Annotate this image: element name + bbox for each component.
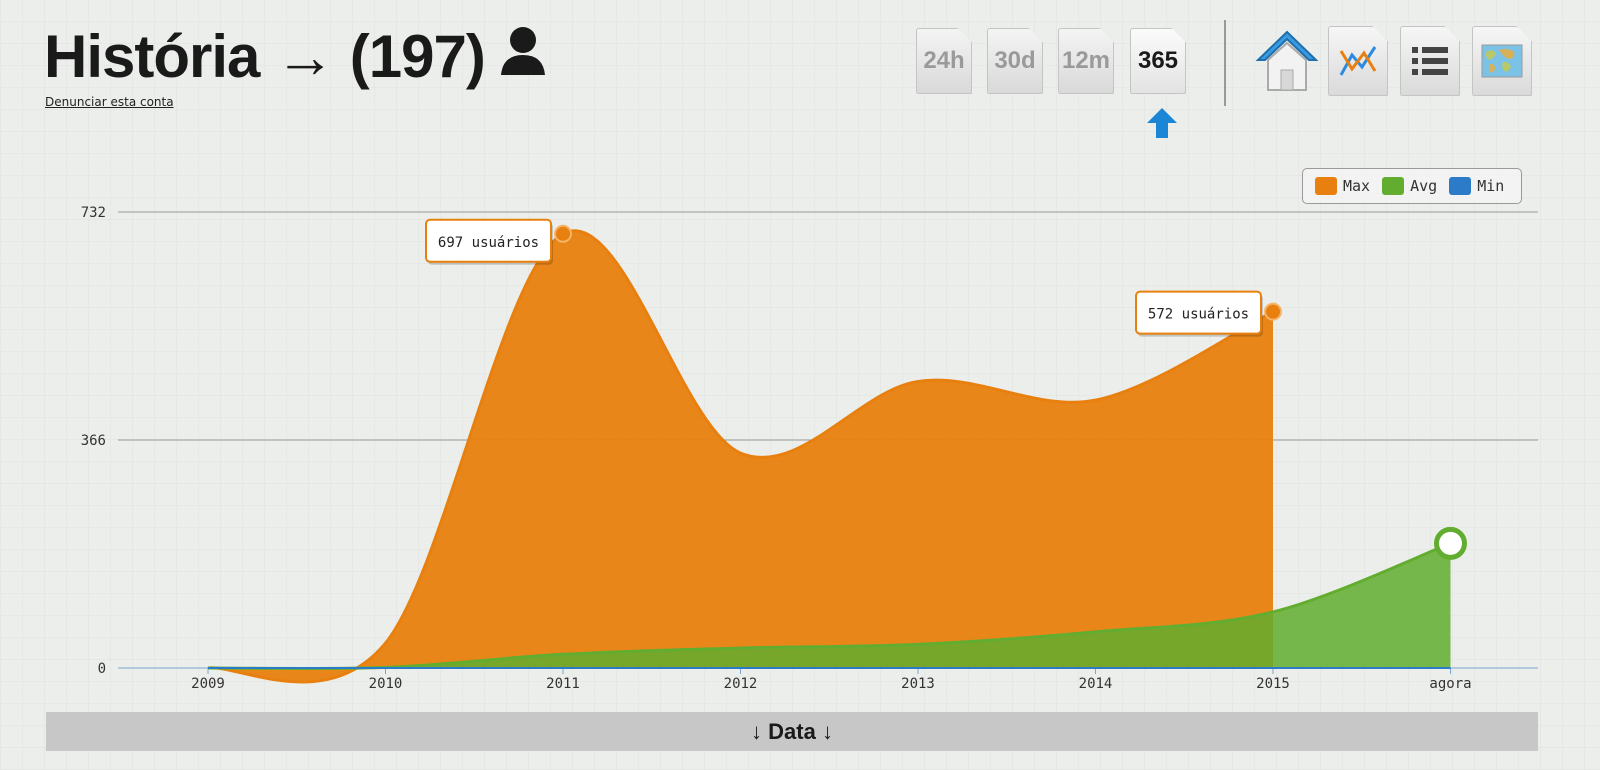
x-tick-label-2: 2011 [546,676,580,692]
x-tick-label-4: 2013 [901,676,935,692]
x-tick-label-3: 2012 [724,676,758,692]
world-map-icon [1481,44,1523,78]
chart-legend: Max Avg Min [1302,168,1522,204]
x-tick-label-1: 2010 [369,676,403,692]
y-tick-label-1: 366 [81,433,106,449]
range-30d-button[interactable]: 30d [987,28,1043,94]
map-view-button[interactable] [1472,26,1532,96]
legend-swatch-max [1315,177,1337,195]
selected-range-arrow-icon [1146,106,1178,144]
toolbar-divider [1224,20,1226,106]
annotation-point-0 [554,224,572,243]
chart-view-button[interactable] [1328,26,1388,96]
list-icon [1412,47,1448,75]
avg-end-marker [1434,526,1467,560]
x-tick-label-7: agora [1429,676,1471,692]
range-24h-button[interactable]: 24h [916,28,972,94]
legend-label-min[interactable]: Min [1477,177,1505,195]
range-12m-button[interactable]: 12m [1058,28,1114,94]
page-title-text: História → (197) [44,23,486,90]
list-view-button[interactable] [1400,26,1460,96]
x-tick-label-0: 2009 [191,676,225,692]
user-icon [499,22,547,91]
series-area-max [208,230,1273,682]
annotation-box-1 [1135,290,1262,335]
annotation-point-1 [1264,302,1282,321]
legend-label-max[interactable]: Max [1343,177,1371,195]
x-tick-label-6: 2015 [1256,676,1290,692]
series-area-avg [208,543,1451,669]
y-tick-label-0: 0 [98,661,106,677]
range-365-button[interactable]: 365 [1130,28,1186,94]
legend-swatch-avg [1382,177,1405,195]
home-icon [1255,30,1319,91]
history-area-chart: 0 366 732 2009 2010 2011 2012 2013 2014 2015 agora… [81,205,1538,692]
report-account-link[interactable]: Denunciar esta conta [45,95,174,109]
page-title: História → (197) [44,22,547,91]
home-button[interactable] [1254,26,1319,96]
annotation-label-0: 697 usuários [438,235,539,251]
x-tick-label-5: 2014 [1079,676,1113,692]
annotation-box-0 [425,218,552,263]
legend-label-avg[interactable]: Avg [1410,177,1438,195]
chart-lines-icon [1339,46,1377,76]
x-axis-title-bar: ↓ Data ↓ [46,712,1538,751]
y-tick-label-2: 732 [81,205,106,221]
legend-swatch-min [1449,177,1472,195]
annotation-label-1: 572 usuários [1148,307,1249,323]
series-line-avg [207,542,1452,671]
series-line-max [207,229,1274,684]
